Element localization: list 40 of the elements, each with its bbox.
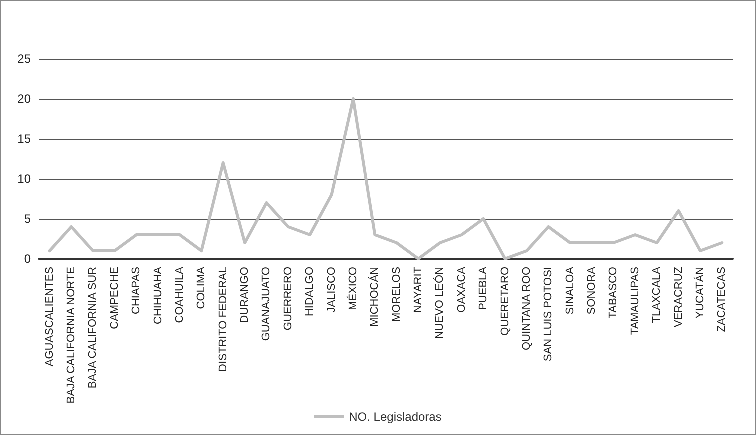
x-tick-label: TAMAULIPAS bbox=[629, 267, 642, 336]
x-tick-label: ZACATECAS bbox=[716, 267, 728, 332]
x-tick-label: GUANAJUATO bbox=[260, 266, 273, 342]
x-tick-label: NAYARIT bbox=[412, 266, 425, 314]
y-tick-label: 25 bbox=[18, 52, 32, 66]
x-tick-label: AGUASCALIENTES bbox=[44, 267, 56, 367]
x-tick-label: PUEBLA bbox=[478, 266, 490, 310]
x-tick-label: COAHUILA bbox=[174, 266, 186, 324]
x-tick-label: DURANGO bbox=[239, 266, 252, 324]
y-tick-label: 20 bbox=[18, 92, 32, 106]
x-tick-label: CHIAPAS bbox=[130, 267, 143, 314]
x-tick-label: OAXACA bbox=[456, 266, 468, 313]
x-tick-label: MÉXICO bbox=[346, 266, 360, 310]
x-tick-label: SAN LUIS POTOSI bbox=[542, 267, 555, 362]
x-tick-label: NUEVO LEÓN bbox=[433, 266, 446, 340]
x-tick-label: CAMPECHE bbox=[108, 267, 121, 330]
x-tick-label: BAJA CALIFORNIA NORTE bbox=[66, 267, 78, 404]
x-tick-label: QUINTANA ROO bbox=[520, 266, 533, 351]
x-tick-label: QUERETARO bbox=[499, 266, 512, 336]
x-tick-label: SONORA bbox=[586, 266, 598, 315]
x-tick-label: COLIMA bbox=[196, 266, 208, 310]
x-tick-label: MICHOCÁN bbox=[368, 266, 382, 327]
x-tick-label: BAJA CALIFORNIA SUR bbox=[87, 266, 100, 389]
legend-label: NO. Legisladoras bbox=[349, 410, 442, 424]
y-tick-label: 0 bbox=[24, 252, 32, 266]
y-tick-label: 15 bbox=[18, 132, 32, 146]
x-tick-label: TABASCO bbox=[608, 266, 620, 319]
y-tick-label: 5 bbox=[24, 212, 32, 226]
x-tick-label: MORELOS bbox=[390, 267, 403, 322]
line-series bbox=[48, 98, 724, 260]
x-tick-label: VERACRUZ bbox=[672, 266, 685, 328]
x-tick-label: YUCATÁN bbox=[693, 266, 706, 319]
x-tick-label: TLAXCALA bbox=[651, 266, 664, 324]
x-tick-label: DISTRITO FEDERAL bbox=[217, 267, 230, 372]
x-tick-label: GUERRERO bbox=[282, 266, 294, 331]
x-tick-label: JALISCO bbox=[326, 266, 338, 313]
x-tick-label: CHIHUAHA bbox=[152, 266, 164, 324]
x-tick-label: SINALOA bbox=[564, 266, 576, 315]
y-tick-label: 10 bbox=[18, 172, 32, 186]
x-tick-label: HIDALGO bbox=[304, 266, 316, 317]
